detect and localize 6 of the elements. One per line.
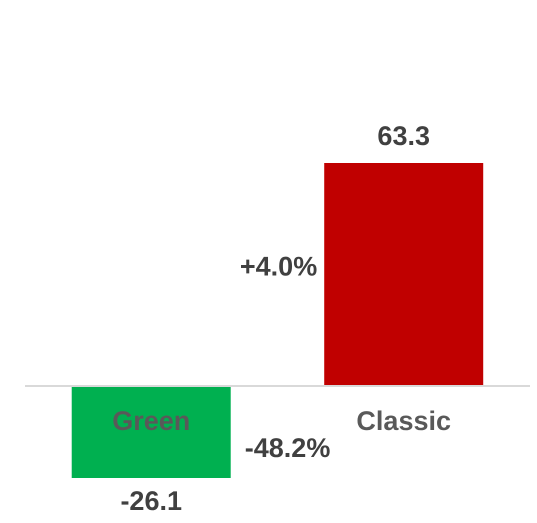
- x-tick-label: Green: [112, 406, 190, 436]
- x-tick-label: Classic: [356, 406, 451, 436]
- data-label: 63.3: [377, 121, 430, 151]
- annotation: -48.2%: [244, 433, 330, 464]
- data-label: -26.1: [120, 486, 182, 516]
- annotation: +4.0%: [240, 252, 318, 282]
